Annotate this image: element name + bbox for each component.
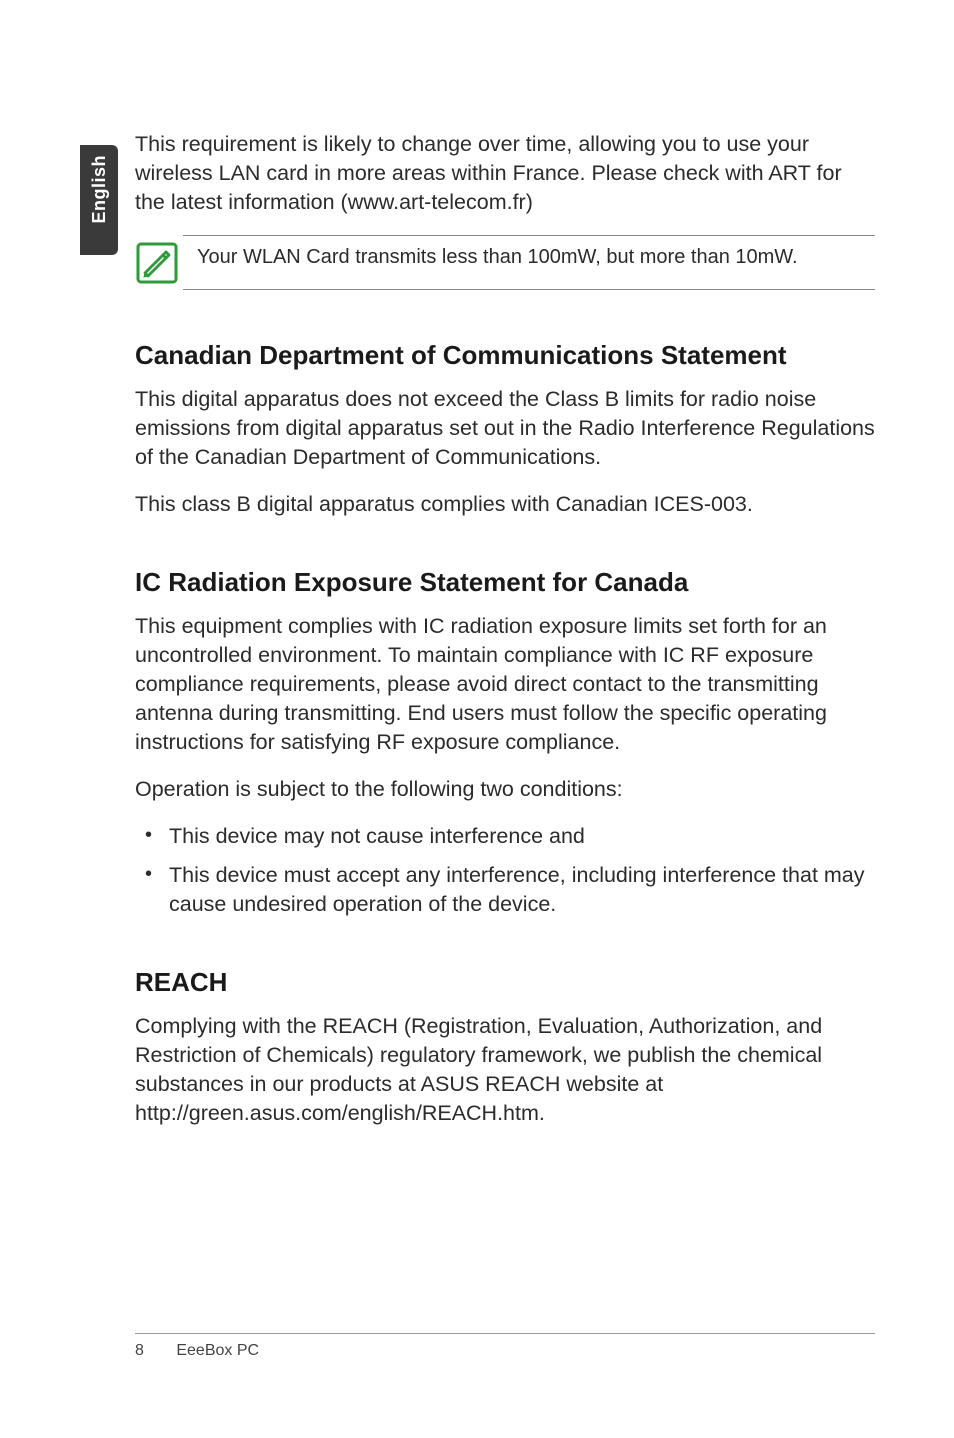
page: English This requirement is likely to ch… [0,0,954,1438]
section-ic-radiation: IC Radiation Exposure Statement for Cana… [135,567,875,919]
language-side-tab: English [80,145,118,255]
pencil-note-icon [135,241,179,285]
note-icon [135,235,183,290]
page-footer: 8 EeeBox PC [135,1333,875,1360]
section-para: This equipment complies with IC radiatio… [135,612,875,757]
list-item: This device must accept any interference… [135,861,875,919]
list-item: This device may not cause interference a… [135,822,875,851]
note-callout: Your WLAN Card transmits less than 100mW… [135,235,875,290]
section-para: This class B digital apparatus complies … [135,490,875,519]
section-para: This digital apparatus does not exceed t… [135,385,875,472]
language-label: English [89,155,110,224]
section-para: Complying with the REACH (Registration, … [135,1012,875,1128]
intro-paragraph: This requirement is likely to change ove… [135,130,875,217]
section-title: IC Radiation Exposure Statement for Cana… [135,567,875,598]
page-number: 8 [135,1342,144,1360]
section-title: REACH [135,967,875,998]
section-para: Operation is subject to the following tw… [135,775,875,804]
bullet-list: This device may not cause interference a… [135,822,875,919]
content-area: This requirement is likely to change ove… [135,130,875,1176]
section-reach: REACH Complying with the REACH (Registra… [135,967,875,1128]
section-title: Canadian Department of Communications St… [135,340,875,371]
section-canadian-dept: Canadian Department of Communications St… [135,340,875,519]
note-text: Your WLAN Card transmits less than 100mW… [197,244,875,271]
product-name: EeeBox PC [176,1342,259,1359]
note-text-wrap: Your WLAN Card transmits less than 100mW… [183,235,875,290]
